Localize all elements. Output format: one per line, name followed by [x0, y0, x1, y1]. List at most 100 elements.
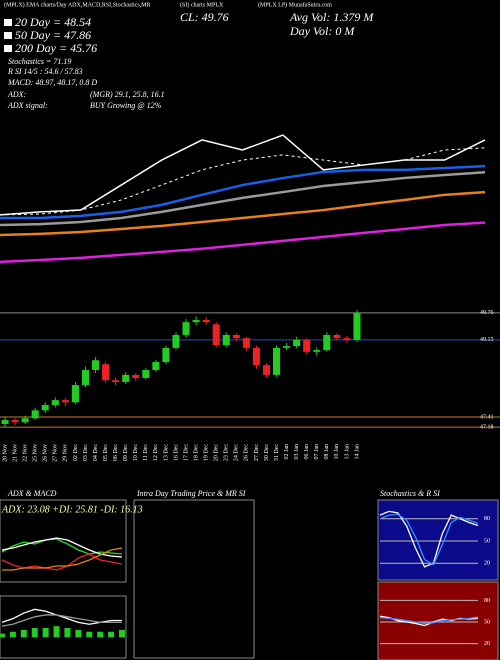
- x-tick-label: 26 Nov: [43, 444, 49, 462]
- histogram-bar: [75, 629, 82, 638]
- candle-body: [242, 338, 250, 348]
- histogram-bar: [108, 631, 115, 638]
- candle-body: [92, 360, 100, 370]
- candle-body: [283, 346, 291, 348]
- line-series: [0, 164, 486, 220]
- candle-body: [162, 347, 170, 363]
- candle-body: [81, 370, 89, 386]
- histogram-bar: [42, 628, 49, 638]
- y-tick-label: 49.76: [480, 310, 494, 316]
- x-tick-label: 13 Jan: [344, 444, 350, 460]
- y-tick-label: 20: [484, 561, 490, 567]
- x-tick-label: 03 Jan: [294, 444, 300, 460]
- candle-body: [102, 364, 110, 381]
- x-tick-label: 20 Dec: [214, 444, 220, 461]
- x-tick-label: 13 Dec: [163, 444, 169, 461]
- header-text: (MPLX LP) MunafaSutra.com: [258, 1, 332, 8]
- y-tick-label: 47.18: [480, 425, 494, 431]
- avg-volume: Avg Vol: 1.379 M: [289, 10, 374, 24]
- x-tick-label: 06 Jan: [304, 444, 310, 460]
- y-tick-label: 80: [484, 598, 490, 604]
- x-tick-label: 24 Dec: [234, 444, 240, 461]
- x-tick-label: 31 Dec: [274, 444, 280, 461]
- candle-body: [152, 362, 160, 370]
- y-tick-label: 20: [484, 641, 490, 647]
- x-tick-label: 27 Dec: [254, 444, 260, 461]
- x-tick-label: 17 Dec: [183, 444, 189, 461]
- x-tick-label: 16 Dec: [173, 444, 179, 461]
- x-tick-label: 25 Nov: [33, 444, 39, 462]
- candle-body: [61, 400, 69, 403]
- panel-subtitle: ADX: 23.08 +DI: 25.81 -DI: 16.13: [1, 504, 143, 515]
- intraday-panel: [133, 499, 255, 659]
- x-tick-label: 23 Dec: [224, 444, 230, 461]
- histogram-bar: [97, 631, 104, 638]
- indicator: MACD: 48.97, 48.17, 0.8 D: [7, 78, 97, 87]
- candle-body: [51, 400, 59, 405]
- x-tick-label: 12 Dec: [153, 444, 159, 461]
- histogram-bar: [119, 629, 125, 638]
- legend-entry: 200 Day = 45.76: [15, 41, 97, 55]
- y-tick-label: 50: [484, 538, 490, 544]
- line-series: [1, 614, 122, 627]
- close-price: CL: 49.76: [180, 10, 229, 24]
- candle-body: [232, 335, 240, 339]
- x-tick-label: 07 Jan: [314, 444, 320, 460]
- x-tick-label: 04 Dec: [93, 444, 99, 461]
- indicator: (MGR) 29.1, 25.8, 16.1: [90, 90, 165, 99]
- candle-body: [21, 418, 29, 423]
- line-series: [379, 510, 479, 568]
- candle-body: [142, 370, 150, 378]
- indicator: BUY Growing @ 12%: [90, 101, 162, 110]
- histogram-bar: [0, 633, 5, 638]
- candle-body: [343, 338, 351, 340]
- x-tick-label: 26 Dec: [244, 444, 250, 461]
- candle-body: [41, 405, 49, 411]
- candle-body: [122, 374, 130, 382]
- x-tick-label: 22 Nov: [23, 444, 29, 462]
- histogram-bar: [64, 628, 71, 638]
- day-volume: Day Vol: 0 M: [289, 24, 355, 38]
- line-series: [1, 538, 123, 555]
- header-text: (MPLX) EMA charts/Day ADX,MACD,RSI,Stoch…: [4, 1, 151, 8]
- candle-body: [353, 312, 361, 340]
- histogram-bar: [53, 626, 60, 638]
- x-tick-label: 30 Dec: [264, 444, 270, 461]
- candle-body: [303, 339, 311, 352]
- x-tick-label: 02 Dec: [73, 444, 79, 461]
- candle-body: [262, 365, 270, 375]
- x-tick-label: 02 Jan: [284, 444, 290, 460]
- candle-body: [192, 319, 200, 323]
- panel-title: ADX & MACD: [7, 489, 57, 498]
- line-series: [2, 547, 123, 571]
- candle-body: [11, 420, 19, 423]
- legend-entry: 20 Day = 48.54: [15, 15, 91, 29]
- x-tick-label: 14 Jan: [354, 444, 360, 460]
- candle-body: [202, 319, 210, 323]
- y-tick-label: 50: [484, 619, 490, 625]
- x-tick-label: 29 Nov: [63, 444, 69, 462]
- candle-body: [31, 410, 39, 419]
- x-tick-label: 21 Nov: [12, 444, 18, 462]
- histogram-bar: [20, 629, 27, 638]
- x-tick-label: 05 Dec: [103, 444, 109, 461]
- indicator: ADX signal:: [7, 101, 48, 110]
- x-tick-label: 11 Dec: [143, 444, 149, 461]
- line-series: [0, 190, 486, 237]
- histogram-bar: [9, 631, 16, 638]
- legend-entry: 50 Day = 47.86: [15, 28, 91, 42]
- x-tick-label: 03 Dec: [83, 444, 89, 461]
- panel-title: Intra Day Trading Price & MR SI: [136, 489, 246, 498]
- legend-box: [4, 45, 12, 52]
- header-text: (SI) charts MPLX: [180, 1, 224, 8]
- histogram-bar: [86, 631, 93, 638]
- x-tick-label: 08 Jan: [324, 444, 330, 460]
- histogram-bar: [31, 628, 38, 638]
- indicator: Stochastics = 71.19: [8, 57, 71, 66]
- legend-box: [4, 19, 12, 26]
- candle-body: [212, 324, 220, 346]
- x-tick-label: 09 Dec: [123, 444, 129, 461]
- candle-body: [222, 335, 230, 346]
- candle-body: [172, 335, 180, 348]
